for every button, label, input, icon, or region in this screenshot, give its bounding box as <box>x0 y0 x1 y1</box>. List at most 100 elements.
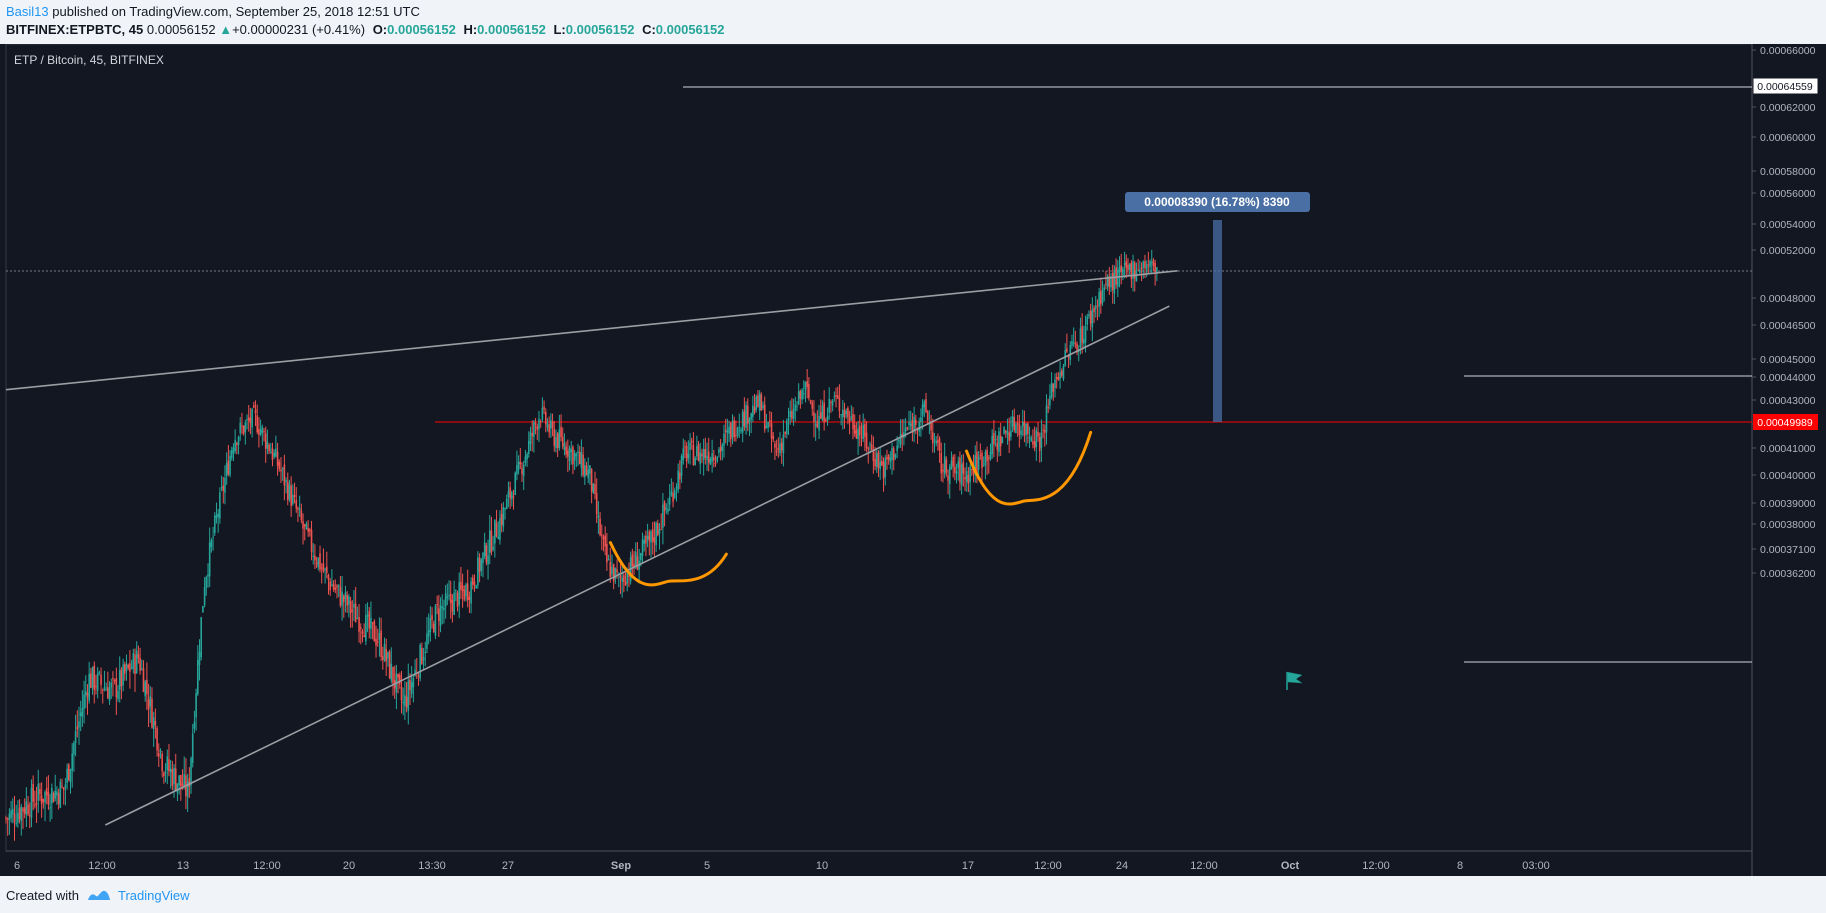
cup-arc-2[interactable] <box>964 430 1093 506</box>
candle-body-up <box>943 456 946 475</box>
candle-body-down <box>161 753 163 772</box>
candle-body-up <box>30 787 33 818</box>
price-range-tool[interactable]: 0.00008390 (16.78%) 8390 <box>1125 192 1310 422</box>
candle-body-down <box>45 787 48 796</box>
candle-body-down <box>692 445 695 466</box>
candle-body-up <box>186 781 189 798</box>
trendline-lower[interactable] <box>105 305 1170 826</box>
time-axis[interactable]: 6 12:00 13 12:00 20 13:30 27 Sep 5 10 17 12:00 24 12:… <box>14 860 1550 872</box>
candle-body-down <box>536 426 539 430</box>
candle-body-up <box>1064 350 1066 366</box>
candle-body-up <box>195 693 197 718</box>
candle-body-up <box>555 437 557 449</box>
candle-body-down <box>599 518 601 536</box>
candle-body-up <box>229 455 231 476</box>
candle-body-down <box>926 411 929 421</box>
cup-arc-1[interactable] <box>608 541 728 587</box>
candle-body-down <box>6 818 9 820</box>
tradingview-link[interactable]: TradingView <box>118 888 190 903</box>
cup-drawings[interactable] <box>608 430 1093 587</box>
candle-body-up <box>634 552 637 568</box>
candle-body-down <box>23 807 26 814</box>
candle-body-up <box>913 416 915 431</box>
candle-body-down <box>278 461 281 469</box>
candle-body-up <box>526 453 528 460</box>
candle-body-down <box>578 451 581 465</box>
candle-body-down <box>886 456 888 460</box>
candle-body-up <box>234 440 236 452</box>
candle-body-down <box>174 768 177 791</box>
candle-body-down <box>398 675 401 685</box>
candle-body-up <box>1003 427 1005 434</box>
candle-body-down <box>334 587 337 590</box>
candle-body-up <box>670 491 673 496</box>
trendline-upper[interactable] <box>5 270 1178 391</box>
created-with-text: Created with <box>6 888 79 903</box>
price-tick-label: 0.00066000 <box>1760 45 1816 57</box>
price-change: +0.00000231 (+0.41%) <box>232 22 366 37</box>
candle-body-down <box>565 446 567 455</box>
low-value: 0.00056152 <box>565 22 635 37</box>
candle-body-up <box>745 405 747 428</box>
horizontal-levels[interactable] <box>6 86 1752 663</box>
chart-background <box>0 44 1826 876</box>
measure-bar[interactable] <box>1213 220 1222 422</box>
candle-body-down <box>1111 272 1114 291</box>
candle-body-up <box>875 453 878 467</box>
price-badges: 0.00064559 0.00049989 <box>1752 77 1819 430</box>
tradingview-logo-icon[interactable] <box>87 888 111 902</box>
candle-body-down <box>127 665 130 668</box>
author-link[interactable]: Basil13 <box>6 4 49 19</box>
candle-body-up <box>1025 423 1027 435</box>
candle-body-down <box>57 793 60 804</box>
flag-icon[interactable] <box>1286 671 1303 690</box>
candle-body-up <box>696 446 698 457</box>
candle-body-up <box>1083 338 1085 344</box>
candle-body-down <box>320 567 323 569</box>
price-tick-label: 0.00056000 <box>1760 188 1816 200</box>
candle-body-up <box>183 774 186 786</box>
price-tick-label: 0.00062000 <box>1760 102 1816 114</box>
candle-body-down <box>264 433 267 449</box>
candle-body-up <box>573 452 576 461</box>
candle-body-down <box>852 414 854 430</box>
price-chart[interactable]: 0.000660000.000640000.000620000.00060000… <box>0 44 1826 876</box>
candle-body-up <box>292 494 294 504</box>
symbol-label: BITFINEX:ETPBTC, 45 <box>6 22 144 37</box>
candle-body-up <box>208 542 211 577</box>
candle-body-down <box>76 726 79 730</box>
candle-body-up <box>511 492 513 500</box>
candle-body-up <box>748 418 751 422</box>
candle-body-up <box>230 450 233 459</box>
candle-body-down <box>819 412 822 419</box>
candle-body-up <box>298 508 301 511</box>
trendlines[interactable] <box>5 270 1178 826</box>
candle-body-down <box>27 804 29 815</box>
candle-body-up <box>933 439 936 441</box>
candle-body-down <box>1042 429 1044 431</box>
candle-body-up <box>731 420 734 438</box>
candle-body-down <box>753 407 756 413</box>
candle-body-up <box>1139 269 1141 273</box>
candle-body-up <box>246 419 248 421</box>
price-tick-label: 0.00048000 <box>1760 293 1816 305</box>
candle-body-down <box>463 589 466 600</box>
chart-area[interactable]: 0.000660000.000640000.000620000.00060000… <box>0 44 1826 876</box>
candle-body-up <box>794 404 797 411</box>
candle-body-up <box>563 443 566 450</box>
candle-body-down <box>860 437 863 439</box>
candle-body-down <box>606 543 608 563</box>
candle-body-up <box>869 444 871 446</box>
candle-body-up <box>1030 437 1033 442</box>
candle-body-up <box>1086 316 1089 325</box>
candle-body-down <box>770 422 773 439</box>
candle-body-down <box>1055 377 1058 379</box>
price-tick-label: 0.00060000 <box>1760 132 1816 144</box>
candle-body-up <box>894 454 897 458</box>
price-tick-label: 0.00037100 <box>1760 544 1816 556</box>
candle-body-down <box>256 415 259 433</box>
time-tick-label: 12:00 <box>1362 860 1390 872</box>
candle-body-down <box>1013 417 1016 431</box>
candle-body-down <box>107 687 109 699</box>
candle-body-up <box>1062 366 1065 380</box>
